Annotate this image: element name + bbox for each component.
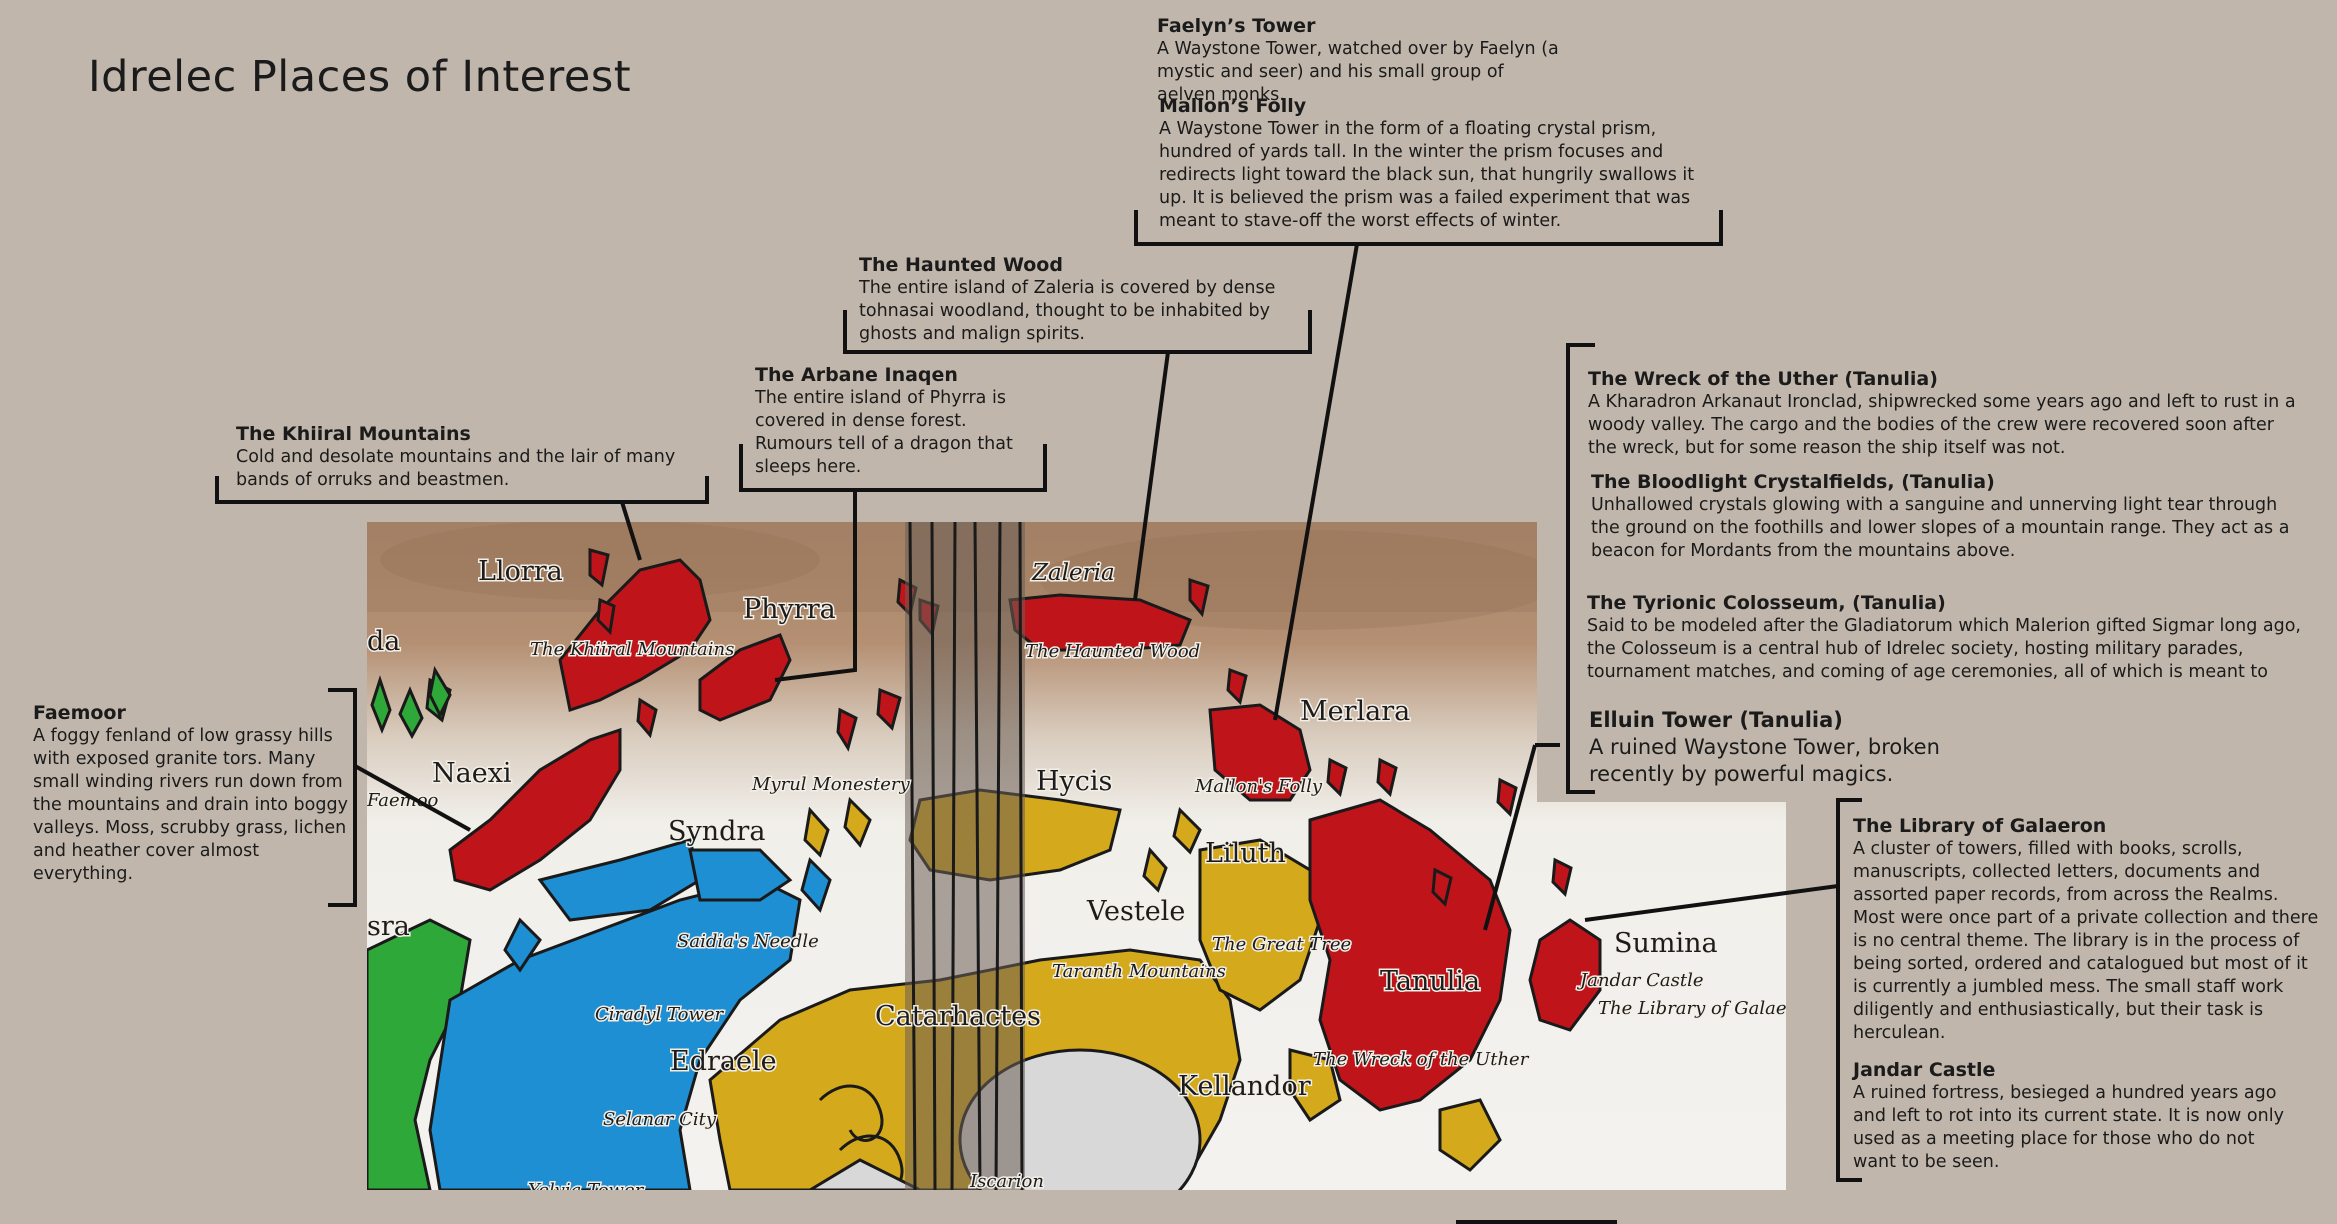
label-khiiral: The Khiiral Mountains <box>530 639 734 660</box>
red-regions <box>448 548 1602 1112</box>
note-wreck-uther: The Wreck of the Uther (Tanulia) A Khara… <box>1588 367 2306 460</box>
note-jandar: Jandar Castle A ruined fortress, besiege… <box>1853 1058 2298 1174</box>
note-title: Mallon’s Folly <box>1159 95 1307 117</box>
note-desc: Cold and desolate mountains and the lair… <box>236 447 676 490</box>
label-hycis: Hycis <box>1036 766 1112 797</box>
label-saidias-needle: Saidia's Needle <box>677 931 819 952</box>
label-merlara: Merlara <box>1300 696 1410 727</box>
central-column-lines <box>908 522 1024 1190</box>
callout-lines <box>215 210 1862 1224</box>
label-zaleria: Zaleria <box>1031 560 1115 586</box>
label-selanar: Selanar City <box>603 1109 717 1130</box>
note-title: The Wreck of the Uther (Tanulia) <box>1588 368 1938 390</box>
note-tyrionic: The Tyrionic Colosseum, (Tanulia) Said t… <box>1587 591 2332 686</box>
label-kellandor: Kellandor <box>1178 1071 1311 1102</box>
note-khiiral-mountains: The Khiiral Mountains Cold and desolate … <box>236 422 698 492</box>
note-desc: A Waystone Tower in the form of a floati… <box>1159 119 1695 231</box>
note-faelyns-tower: Faelyn’s Tower A Waystone Tower, watched… <box>1157 14 1567 107</box>
note-desc: Said to be modeled after the Gladiatorum… <box>1587 616 2301 682</box>
label-jandar: Jandar Castle <box>1576 970 1704 991</box>
note-title: Elluin Tower (Tanulia) <box>1589 708 1843 732</box>
label-phyrra: Phyrra <box>743 594 836 625</box>
green-region <box>367 665 472 1190</box>
note-title: Faelyn’s Tower <box>1157 15 1316 37</box>
label-llorra: Llorra <box>478 556 563 587</box>
label-wreck: The Wreck of the Uther <box>1313 1049 1530 1070</box>
note-desc: A ruined fortress, besieged a hundred ye… <box>1853 1083 2284 1172</box>
central-column <box>905 522 1025 1190</box>
note-title: The Haunted Wood <box>859 254 1063 276</box>
label-sumina: Sumina <box>1614 928 1718 959</box>
note-title: The Arbane Inaqen <box>755 364 958 386</box>
note-desc: Unhallowed crystals glowing with a sangu… <box>1591 495 2290 561</box>
label-da-partial: da <box>367 626 400 657</box>
note-title: Jandar Castle <box>1853 1059 1996 1081</box>
note-arbane-inaqen: The Arbane Inaqen The entire island of P… <box>755 363 1035 479</box>
label-edraele: Edraele <box>670 1046 777 1077</box>
label-myrul: Myrul Monestery <box>751 774 911 795</box>
note-desc: A Kharadron Arkanaut Ironclad, shipwreck… <box>1588 392 2296 458</box>
blue-region <box>428 838 832 1190</box>
label-mallons-folly: Mallon's Folly <box>1194 776 1323 797</box>
label-naexi: Naexi <box>432 758 512 789</box>
note-title: The Library of Galaeron <box>1853 815 2107 837</box>
label-sra-partial: sra <box>367 911 410 942</box>
note-desc: A foggy fenland of low grassy hills with… <box>33 726 348 884</box>
note-title: The Tyrionic Colosseum, (Tanulia) <box>1587 592 1946 614</box>
note-desc: The entire island of Zaleria is covered … <box>859 278 1276 344</box>
note-title: The Bloodlight Crystalfields, (Tanulia) <box>1591 471 1995 493</box>
note-desc: A Waystone Tower, watched over by Faelyn… <box>1157 39 1559 105</box>
note-desc: The entire island of Phyrra is covered i… <box>755 388 1013 477</box>
note-title: Faemoor <box>33 702 126 724</box>
label-ciradyl: Ciradyl Tower <box>595 1004 725 1025</box>
label-great-tree: The Great Tree <box>1212 934 1351 955</box>
label-iscarion: Iscarion <box>969 1171 1044 1192</box>
note-faemoor: Faemoor A foggy fenland of low grassy hi… <box>33 701 348 886</box>
note-mallons-folly: Mallon’s Folly A Waystone Tower in the f… <box>1159 94 1701 233</box>
note-title: The Khiiral Mountains <box>236 423 471 445</box>
label-catarhactes: Catarhactes <box>875 1001 1041 1032</box>
label-syndra: Syndra <box>668 816 765 847</box>
label-vestele: Vestele <box>1086 896 1185 927</box>
label-tanulia: Tanulia <box>1380 966 1480 997</box>
note-haunted-wood: The Haunted Wood The entire island of Za… <box>859 253 1299 346</box>
map-labels: Llorra Phyrra Zaleria Merlara Naexi Synd… <box>367 555 1806 1201</box>
label-liluth: Liluth <box>1205 838 1286 869</box>
label-taranth: Taranth Mountains <box>1052 961 1226 982</box>
note-desc: A ruined Waystone Tower, broken recently… <box>1589 735 1940 786</box>
note-library: The Library of Galaeron A cluster of tow… <box>1853 814 2323 1045</box>
note-elluin: Elluin Tower (Tanulia) A ruined Waystone… <box>1589 706 1969 788</box>
page-title: Idrelec Places of Interest <box>88 52 632 102</box>
label-yelvia: Yelvia Tower <box>528 1180 645 1201</box>
label-library: The Library of Galaero <box>1598 998 1806 1019</box>
note-bloodlight: The Bloodlight Crystalfields, (Tanulia) … <box>1591 470 2311 563</box>
note-desc: A cluster of towers, filled with books, … <box>1853 839 2319 1043</box>
label-haunted-wood: The Haunted Wood <box>1025 641 1200 662</box>
